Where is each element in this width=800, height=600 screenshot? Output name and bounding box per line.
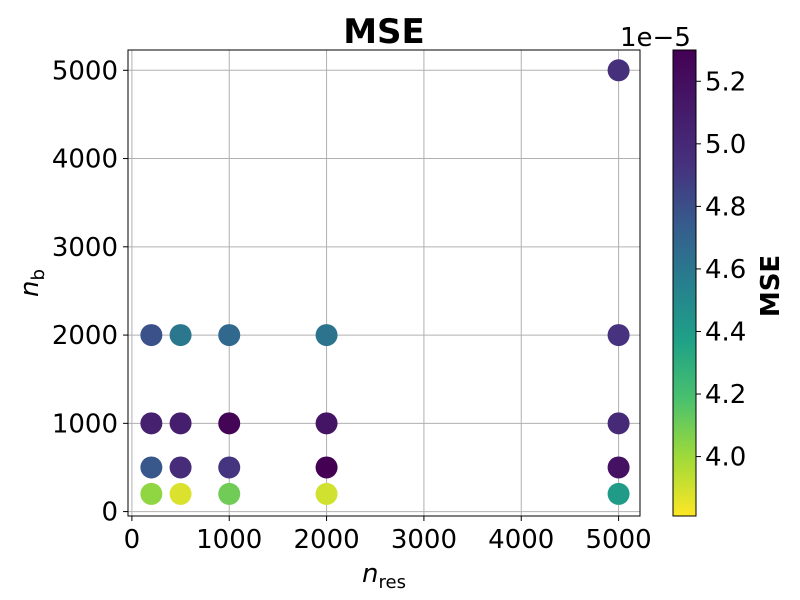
y-axis-label: nb (15, 269, 49, 297)
scatter-point (315, 456, 338, 479)
y-tick-label: 1000 (52, 409, 118, 439)
x-tick-label: 5000 (585, 525, 651, 555)
colorbar-ticks: 4.0 4.2 4.4 4.6 4.8 5.0 5.2 (696, 67, 746, 473)
colorbar-offset-text: 1e−5 (620, 23, 691, 53)
scatter-point (607, 59, 630, 82)
scatter-point (169, 456, 192, 479)
colorbar-tick-label: 4.6 (705, 255, 746, 285)
scatter-point (140, 482, 163, 505)
x-tick-label: 0 (124, 525, 141, 555)
colorbar-tick-label: 4.2 (705, 380, 746, 410)
scatter-point (607, 412, 630, 435)
scatter-point (607, 456, 630, 479)
scatter-point (607, 482, 630, 505)
grid-lines (128, 50, 640, 516)
y-axis-label-sub: b (28, 269, 49, 280)
colorbar-tick-label: 4.8 (705, 192, 746, 222)
scatter-point (218, 412, 241, 435)
scatter-point (607, 324, 630, 347)
x-tick-label: 4000 (488, 525, 554, 555)
scatter-point (218, 482, 241, 505)
chart-title: MSE (343, 12, 425, 52)
x-axis-label: nres (362, 559, 406, 593)
colorbar-label: MSE (756, 255, 786, 317)
y-axis-ticks: 0 1000 2000 3000 4000 5000 (52, 56, 128, 528)
x-axis-ticks: 0 1000 2000 3000 4000 5000 (124, 516, 652, 555)
scatter-point (315, 482, 338, 505)
y-tick-label: 4000 (52, 145, 118, 175)
colorbar-tick-label: 4.0 (705, 443, 746, 473)
scatter-point (218, 324, 241, 347)
scatter-point (169, 324, 192, 347)
scatter-point (169, 482, 192, 505)
scatter-point (140, 324, 163, 347)
scatter-point (140, 456, 163, 479)
colorbar-tick-label: 5.0 (705, 130, 746, 160)
y-tick-label: 2000 (52, 321, 118, 351)
x-axis-label-base: n (362, 559, 378, 589)
plot-area-frame (127, 49, 641, 517)
data-points (140, 59, 630, 505)
colorbar-tick-label: 5.2 (705, 67, 746, 97)
colorbar-tick-label: 4.4 (705, 317, 746, 347)
y-axis-label-base: n (15, 280, 45, 296)
scatter-point (218, 456, 241, 479)
y-tick-label: 3000 (52, 233, 118, 263)
x-tick-label: 3000 (391, 525, 457, 555)
y-tick-label: 5000 (52, 56, 118, 86)
y-tick-label: 0 (101, 498, 118, 528)
x-axis-label-sub: res (379, 572, 406, 593)
scatter-point (140, 412, 163, 435)
scatter-point (315, 324, 338, 347)
colorbar (672, 49, 697, 517)
scatter-point (315, 412, 338, 435)
x-tick-label: 1000 (196, 525, 262, 555)
x-tick-label: 2000 (293, 525, 359, 555)
scatter-point (169, 412, 192, 435)
